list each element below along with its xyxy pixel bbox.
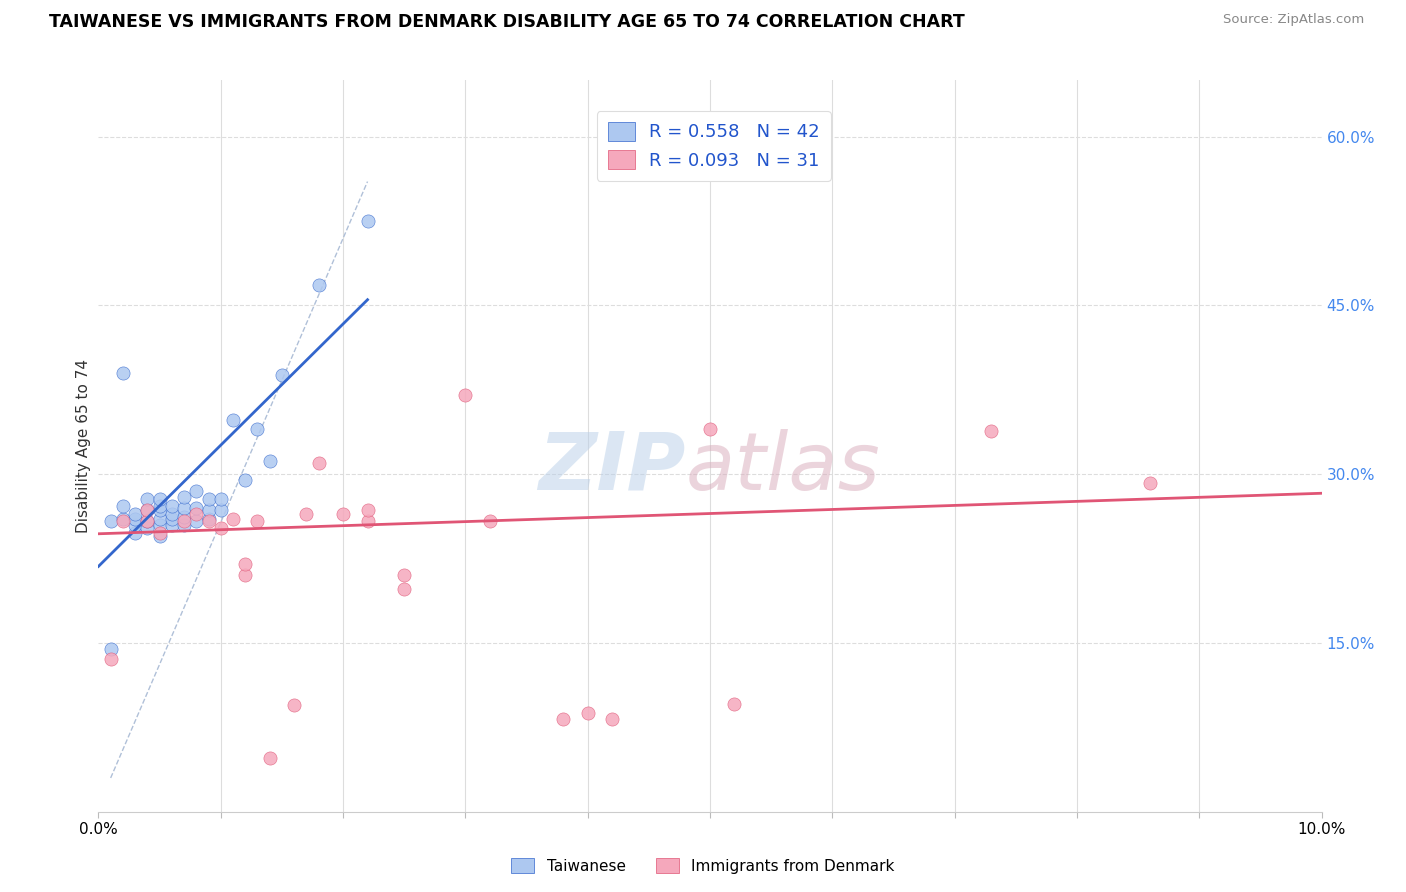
Point xyxy=(186,483,208,498)
Point xyxy=(186,507,208,521)
Point xyxy=(149,491,172,506)
Point xyxy=(222,512,245,526)
Point xyxy=(233,568,256,582)
Point xyxy=(186,500,208,515)
Point xyxy=(283,698,305,712)
Point xyxy=(576,706,599,720)
Point xyxy=(111,499,134,513)
Point xyxy=(600,713,623,727)
Point xyxy=(356,503,378,517)
Point xyxy=(553,713,575,727)
Point xyxy=(478,515,501,529)
Point xyxy=(246,515,269,529)
Point xyxy=(149,525,172,540)
Point xyxy=(699,422,721,436)
Point xyxy=(209,521,232,535)
Text: ZIP: ZIP xyxy=(538,429,686,507)
Point xyxy=(111,366,134,380)
Point xyxy=(111,512,134,526)
Point xyxy=(259,453,281,467)
Point xyxy=(173,500,195,515)
Point xyxy=(124,507,146,521)
Point xyxy=(295,507,318,521)
Point xyxy=(173,509,195,524)
Point xyxy=(209,491,232,506)
Point xyxy=(124,512,146,526)
Point xyxy=(173,517,195,532)
Point xyxy=(197,503,219,517)
Point xyxy=(160,512,183,526)
Point xyxy=(392,568,416,582)
Point xyxy=(392,582,416,596)
Point xyxy=(980,425,1002,439)
Point xyxy=(308,456,330,470)
Point xyxy=(1139,476,1161,491)
Point xyxy=(454,388,477,402)
Point xyxy=(197,491,219,506)
Point xyxy=(233,557,256,571)
Point xyxy=(356,515,378,529)
Text: atlas: atlas xyxy=(686,429,880,507)
Point xyxy=(160,507,183,521)
Point xyxy=(270,368,292,383)
Point xyxy=(259,750,281,764)
Point xyxy=(149,499,172,513)
Point xyxy=(136,515,159,529)
Point xyxy=(149,517,172,532)
Text: TAIWANESE VS IMMIGRANTS FROM DENMARK DISABILITY AGE 65 TO 74 CORRELATION CHART: TAIWANESE VS IMMIGRANTS FROM DENMARK DIS… xyxy=(49,13,965,31)
Point xyxy=(209,503,232,517)
Point xyxy=(149,529,172,543)
Point xyxy=(136,503,159,517)
Point xyxy=(332,507,354,521)
Point xyxy=(136,491,159,506)
Text: Source: ZipAtlas.com: Source: ZipAtlas.com xyxy=(1223,13,1364,27)
Point xyxy=(197,515,219,529)
Point xyxy=(160,499,183,513)
Point xyxy=(173,490,195,504)
Point xyxy=(149,503,172,517)
Legend: Taiwanese, Immigrants from Denmark: Taiwanese, Immigrants from Denmark xyxy=(505,852,901,880)
Legend: R = 0.558   N = 42, R = 0.093   N = 31: R = 0.558 N = 42, R = 0.093 N = 31 xyxy=(596,112,831,181)
Point xyxy=(197,512,219,526)
Point xyxy=(124,525,146,540)
Point xyxy=(246,422,269,436)
Y-axis label: Disability Age 65 to 74: Disability Age 65 to 74 xyxy=(76,359,91,533)
Point xyxy=(136,515,159,529)
Point xyxy=(723,697,745,711)
Point xyxy=(100,515,122,529)
Point xyxy=(100,641,122,656)
Point xyxy=(124,517,146,532)
Point xyxy=(173,515,195,529)
Point xyxy=(233,473,256,487)
Point xyxy=(160,517,183,532)
Point xyxy=(100,651,122,665)
Point xyxy=(308,278,330,293)
Point xyxy=(136,521,159,535)
Point xyxy=(222,413,245,427)
Point xyxy=(186,515,208,529)
Point xyxy=(111,515,134,529)
Point xyxy=(136,503,159,517)
Point xyxy=(149,512,172,526)
Point xyxy=(356,214,378,228)
